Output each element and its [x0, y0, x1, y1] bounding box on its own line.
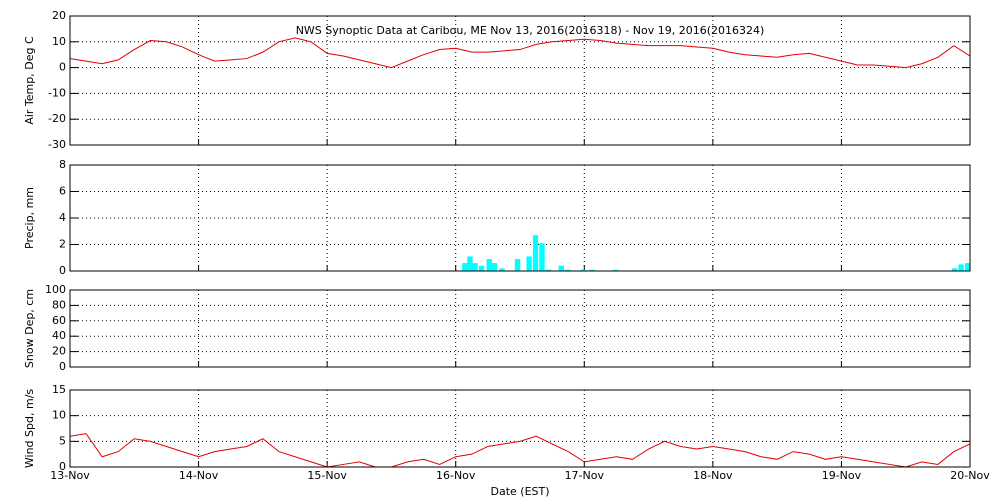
y-axis-title: Wind Spd, m/s	[23, 389, 36, 469]
panel-frame	[69, 15, 971, 146]
y-tick-label: 40	[52, 329, 66, 342]
y-tick-label: 8	[59, 158, 66, 171]
bar	[478, 265, 485, 271]
bar	[514, 259, 521, 271]
y-tick-label: 80	[52, 298, 66, 311]
y-tick-label: 20	[52, 345, 66, 358]
y-axis-title: Snow Dep, cm	[23, 289, 36, 368]
x-tick-label: 18-Nov	[693, 469, 733, 482]
bar	[558, 265, 564, 271]
y-tick-label: -30	[48, 138, 66, 151]
y-tick-label: 100	[45, 283, 66, 296]
y-tick-label: 2	[59, 238, 66, 251]
y-tick-label: 10	[52, 35, 66, 48]
y-tick-label: 0	[59, 61, 66, 74]
x-tick-label: 17-Nov	[565, 469, 605, 482]
bar	[580, 269, 586, 271]
x-tick-label: 19-Nov	[822, 469, 862, 482]
y-tick-label: 60	[52, 314, 66, 327]
bar	[526, 256, 532, 271]
bar	[491, 263, 498, 271]
panel-frame	[69, 289, 971, 368]
panel-frame	[69, 389, 971, 468]
bar	[964, 263, 971, 271]
bar	[467, 256, 473, 271]
bar	[532, 235, 539, 271]
x-tick-label: 14-Nov	[179, 469, 219, 482]
y-axis-title: Precip, mm	[23, 187, 36, 249]
y-tick-label: 10	[52, 409, 66, 422]
bar	[545, 269, 552, 271]
bar	[952, 268, 958, 271]
bar	[565, 269, 571, 271]
data-line	[69, 433, 971, 468]
x-tick-label: 13-Nov	[50, 469, 90, 482]
panel-frame	[69, 164, 971, 272]
bar	[589, 269, 595, 271]
bar	[472, 263, 478, 271]
bar	[612, 269, 618, 271]
y-tick-label: 0	[59, 460, 66, 473]
x-tick-label: 16-Nov	[436, 469, 476, 482]
y-tick-label: 0	[59, 264, 66, 277]
y-tick-label: 5	[59, 434, 66, 447]
bar	[486, 259, 492, 271]
x-tick-label: 15-Nov	[307, 469, 347, 482]
y-tick-label: -20	[48, 112, 66, 125]
y-tick-label: 20	[52, 9, 66, 22]
y-tick-label: -10	[48, 86, 66, 99]
y-tick-label: 15	[52, 383, 66, 396]
chart-title: NWS Synoptic Data at Caribou, ME Nov 13,…	[296, 24, 765, 37]
y-tick-label: 4	[59, 211, 66, 224]
y-tick-label: 0	[59, 360, 66, 373]
bar	[462, 263, 468, 271]
y-tick-label: 6	[59, 185, 66, 198]
bar	[539, 243, 545, 271]
x-axis-title: Date (EST)	[490, 485, 549, 498]
y-axis-title: Air Temp, Deg C	[23, 36, 36, 125]
x-tick-label: 20-Nov	[950, 469, 990, 482]
bar	[958, 264, 964, 271]
data-line	[69, 37, 971, 69]
bar	[499, 268, 505, 271]
